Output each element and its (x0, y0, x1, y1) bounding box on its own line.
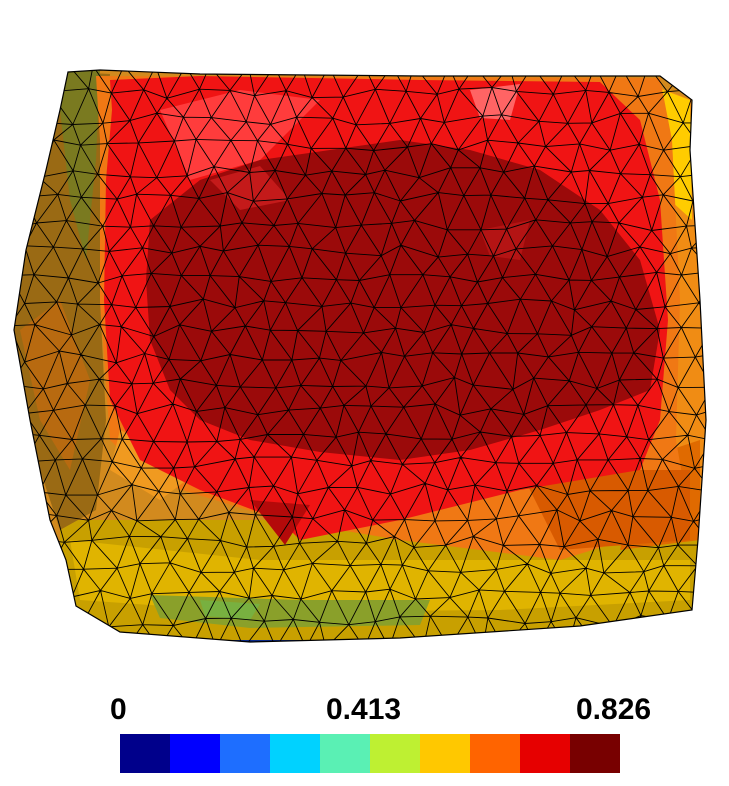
colorbar (120, 734, 620, 773)
colorbar-swatch (170, 734, 220, 773)
colorbar-swatch (570, 734, 620, 773)
colorbar-swatch (320, 734, 370, 773)
colorbar-swatch (270, 734, 320, 773)
colorbar-swatch (370, 734, 420, 773)
colorbar-min-label: 0 (110, 693, 127, 726)
colorbar-mid-label: 0.413 (326, 693, 402, 726)
colorbar-swatch (470, 734, 520, 773)
colorbar-swatch (420, 734, 470, 773)
mesh-edges (14, 70, 706, 642)
mesh-wireframe (14, 70, 706, 642)
colorbar-swatch (520, 734, 570, 773)
colorbar-max-label: 0.826 (576, 693, 652, 726)
colorbar-swatch (220, 734, 270, 773)
colorbar-swatch (120, 734, 170, 773)
mesh-render (13, 69, 707, 643)
